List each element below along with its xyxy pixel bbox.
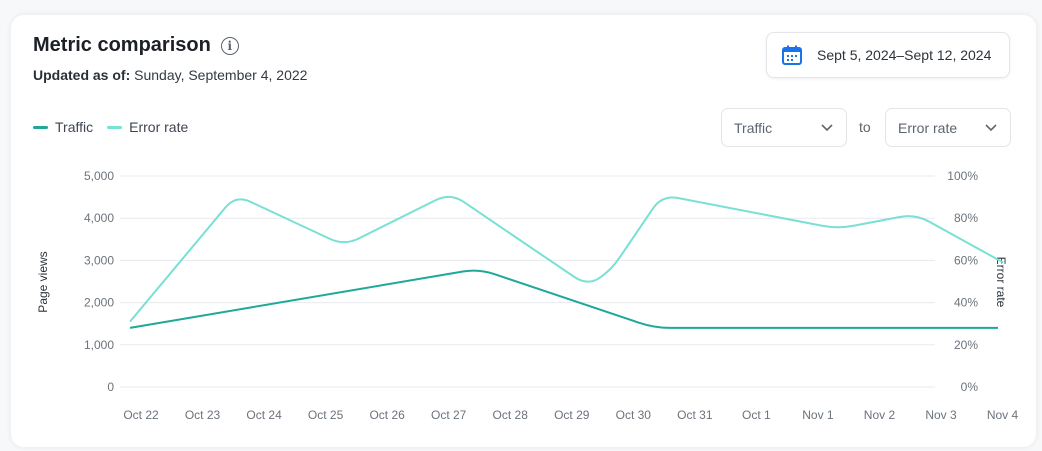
select-value: Error rate [898, 119, 958, 136]
x-tick-label: Nov 1 [802, 408, 834, 422]
x-tick-label: Nov 3 [925, 408, 957, 422]
y-left-axis-label: Page views [36, 251, 50, 312]
chevron-down-icon [985, 123, 997, 131]
x-tick-label: Oct 27 [431, 408, 467, 422]
series-line-error-rate [129, 195, 1004, 323]
x-tick-label: Oct 31 [677, 408, 713, 422]
chevron-down-icon [821, 123, 833, 131]
legend-label: Error rate [129, 119, 189, 135]
updated-value: Sunday, September 4, 2022 [134, 67, 308, 83]
y-right-tick-label: 0% [961, 380, 979, 394]
y-right-tick-label: 20% [954, 338, 978, 352]
legend-item-error-rate: Error rate [107, 119, 188, 135]
x-tick-label: Nov 2 [864, 408, 896, 422]
y-right-axis-label: Error rate [994, 257, 1008, 308]
series-line-traffic [129, 269, 998, 329]
metric-comparison-card [10, 14, 1037, 448]
x-tick-label: Oct 28 [493, 408, 529, 422]
calendar-icon [782, 45, 802, 65]
y-left-tick-label: 2,000 [84, 296, 114, 310]
y-left-tick-label: 5,000 [84, 169, 114, 183]
x-tick-label: Nov 4 [987, 408, 1019, 422]
x-tick-label: Oct 24 [246, 408, 282, 422]
select-value: Traffic [734, 119, 773, 136]
page-title: Metric comparison [33, 34, 211, 56]
updated-label: Updated as of: [33, 67, 131, 83]
x-tick-label: Oct 23 [185, 408, 221, 422]
compare-connector: to [859, 119, 871, 135]
legend-swatch [107, 125, 123, 129]
date-range-button[interactable]: Sept 5, 2024–Sept 12, 2024 [766, 32, 1010, 78]
y-left-tick-label: 4,000 [84, 211, 114, 225]
card-header: Metric comparison i [33, 34, 239, 57]
metric-select-left[interactable]: Traffic [721, 108, 847, 147]
y-right-tick-label: 40% [954, 296, 978, 310]
y-left-tick-label: 0 [107, 380, 114, 394]
metric-select-right[interactable]: Error rate [885, 108, 1011, 147]
x-tick-label: Oct 1 [742, 408, 771, 422]
y-right-tick-label: 60% [954, 253, 978, 267]
y-left-tick-label: 1,000 [84, 338, 114, 352]
x-tick-label: Oct 25 [308, 408, 344, 422]
y-right-tick-label: 80% [954, 211, 978, 225]
info-circle-icon[interactable]: i [220, 36, 239, 55]
x-tick-label: Oct 30 [616, 408, 652, 422]
x-tick-label: Oct 22 [123, 408, 159, 422]
y-left-tick-label: 3,000 [84, 253, 114, 267]
x-tick-label: Oct 29 [554, 408, 590, 422]
legend-item-traffic: Traffic [33, 119, 93, 135]
y-right-tick-label: 100% [947, 169, 978, 183]
legend-swatch [33, 125, 48, 129]
chart-legend: Traffic Error rate [33, 119, 188, 135]
updated-as-of: Updated as of: Sunday, September 4, 2022 [33, 67, 307, 83]
date-range-label: Sept 5, 2024–Sept 12, 2024 [817, 47, 992, 63]
x-tick-label: Oct 26 [369, 408, 405, 422]
legend-label: Traffic [55, 119, 94, 135]
